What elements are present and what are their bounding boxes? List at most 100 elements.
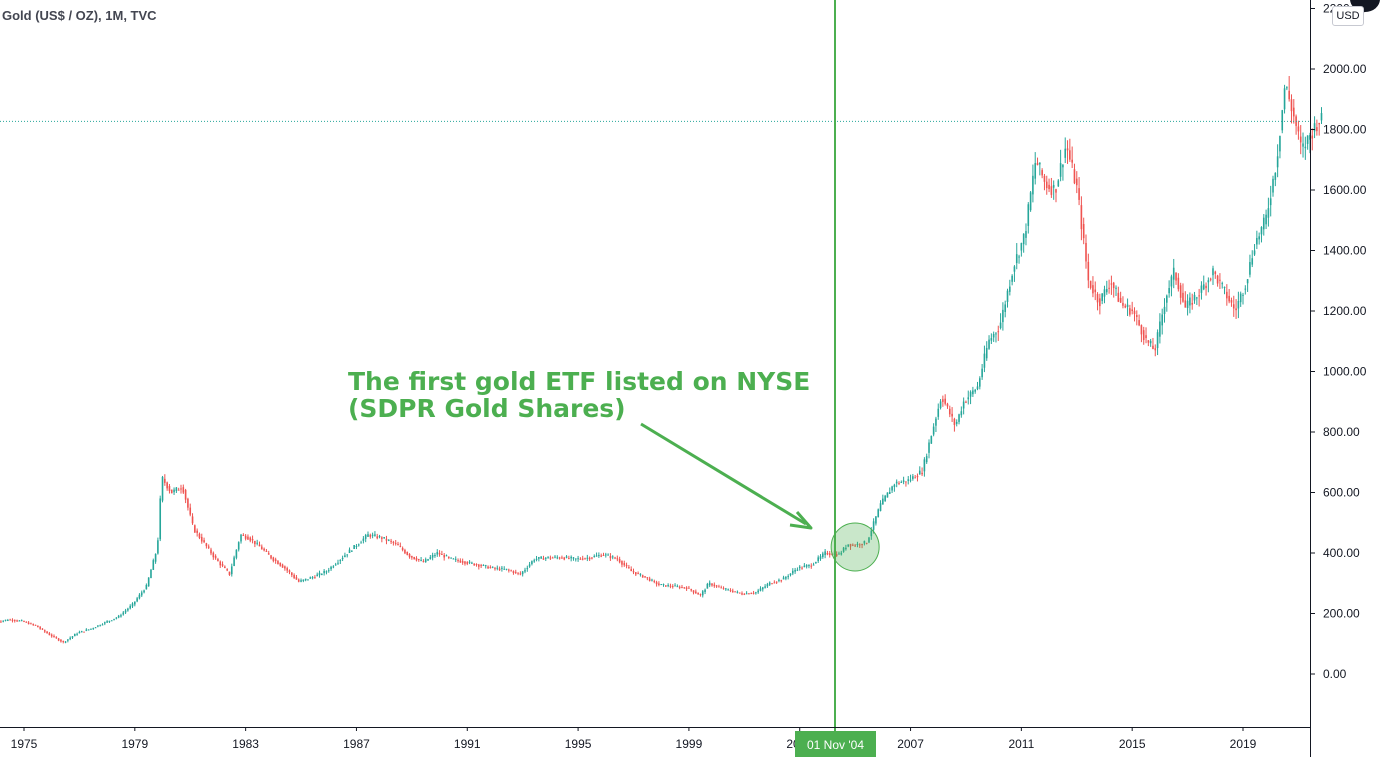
x-tick-label: 1995 [565,737,592,751]
candle [97,625,99,628]
candle [1246,279,1249,292]
candle-body [404,549,406,554]
candle [415,556,418,562]
candle [475,563,478,567]
candle [78,630,81,634]
candle [7,618,9,622]
candle-body [983,353,986,368]
candle [295,574,298,580]
candle [1168,280,1170,298]
candle-body [1262,217,1265,230]
candle-body [78,632,81,634]
candle-body [505,568,508,570]
candle [101,623,104,626]
candle [720,585,723,589]
y-tick-label: 1200.00 [1323,304,1367,318]
candle [57,637,60,642]
candle-body [427,559,429,561]
candle [1274,172,1277,187]
candle [755,591,757,595]
candle-body [475,564,478,566]
candle [1082,217,1085,245]
candle [360,540,362,544]
candle [1237,291,1240,319]
candle [895,479,898,488]
candle [166,481,168,491]
candle [1036,157,1039,166]
candle [43,629,46,634]
candle-body [761,587,764,590]
candle-body [1189,297,1191,306]
candle-body [1299,136,1302,143]
candle [549,555,552,560]
candle [235,549,238,560]
candle-body [1064,148,1067,158]
candle [722,586,725,590]
candle-body [1071,159,1073,163]
candle-body [233,557,235,566]
candle-body [182,487,185,493]
candle-body [976,386,979,390]
candle-body [715,585,718,587]
candle-body [1198,295,1200,297]
candle [376,533,379,540]
candle-body [277,561,279,565]
candle-body [247,536,249,540]
candle-body [1156,332,1159,349]
candle [1286,86,1288,91]
candle-body [1006,290,1009,302]
candle-body [422,561,425,563]
candle-body [676,586,679,588]
candle-body [53,635,55,637]
candle [397,541,399,546]
currency-badge[interactable]: USD [1332,6,1364,26]
candle-body [1226,291,1228,299]
candle [362,536,365,544]
candle [76,632,78,636]
annotation-line-2: (SDPR Gold Shares) [348,394,626,423]
candle-body [780,580,783,582]
candle [600,553,602,558]
candle [242,533,245,537]
candle-body [337,562,339,564]
candle [399,542,402,548]
candle-body [459,560,462,563]
candle [4,619,7,622]
candle-body [669,585,672,587]
candle-body [413,557,415,560]
candle [381,536,383,543]
candle-body [960,411,963,416]
y-tick-label: 1800.00 [1323,123,1367,137]
candle-body [147,577,150,587]
candle-body [307,579,309,581]
candle-body [124,610,127,613]
candle-body [727,589,729,591]
candle [1020,242,1023,257]
candle [842,546,845,553]
candle-body [658,583,660,585]
candle-body [390,540,392,542]
candle [835,551,838,557]
candle-body [344,555,346,558]
candle-body [1110,283,1113,285]
candle [928,439,930,459]
candle [177,487,180,491]
candle-body [360,542,362,544]
candle-body [1159,321,1161,337]
candle-body [1186,300,1189,308]
candle-body [302,579,305,581]
candle-body [586,557,589,559]
candle [510,569,512,572]
candle [157,537,159,555]
candle-body [907,479,910,481]
candle-body [1126,304,1129,307]
candle [699,593,702,597]
candle [32,623,35,626]
candle [598,552,600,558]
candle-body [417,559,420,561]
candle-body [531,561,533,565]
candle [519,571,522,576]
candle-body [1184,300,1187,308]
